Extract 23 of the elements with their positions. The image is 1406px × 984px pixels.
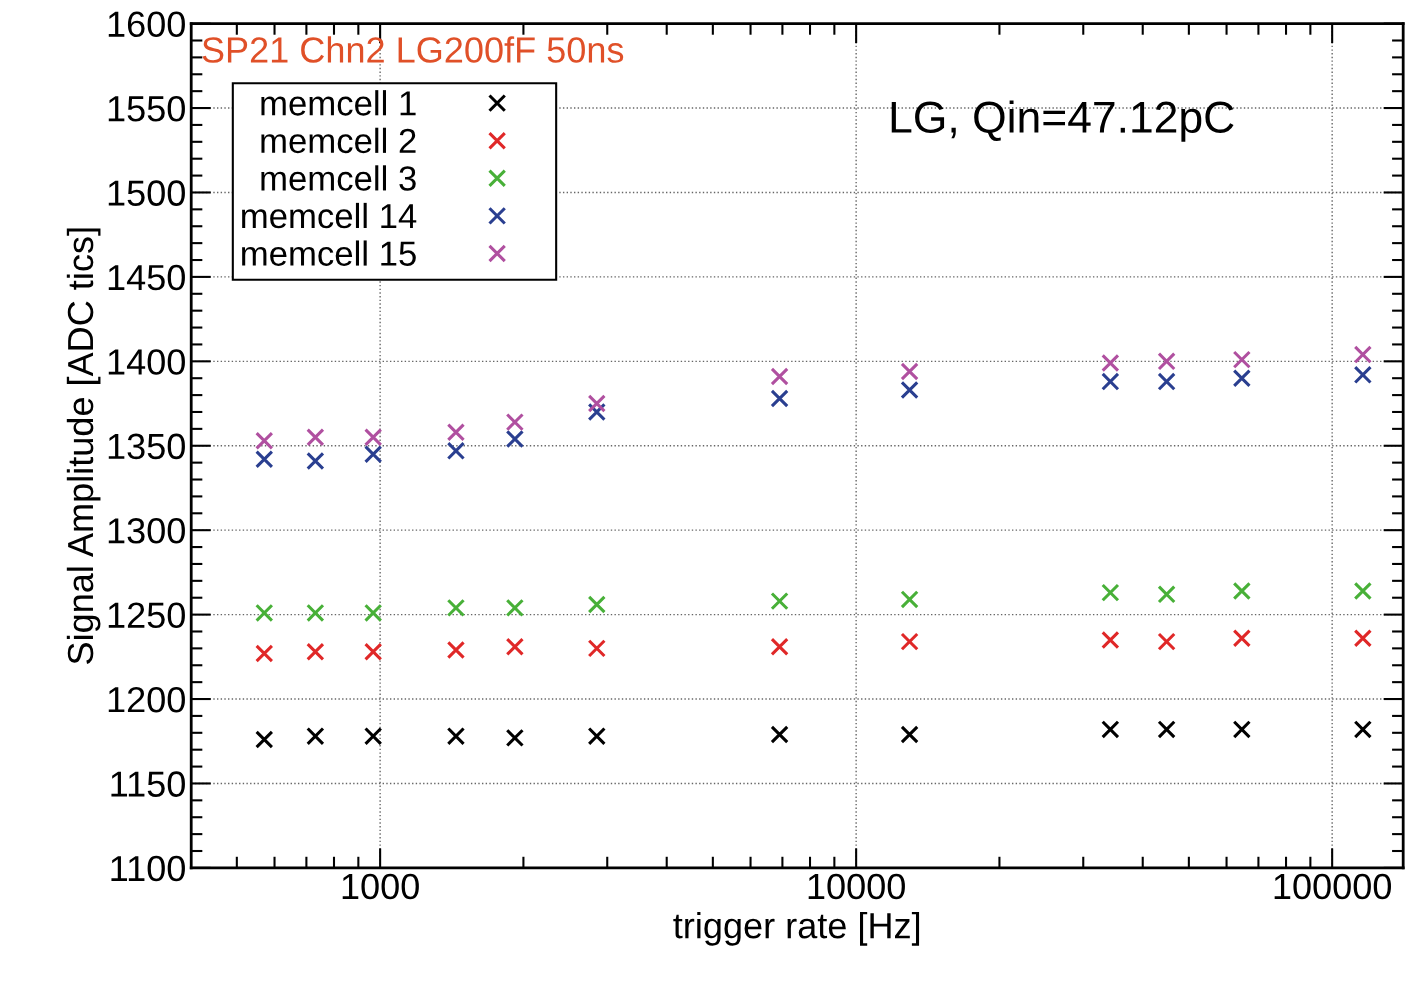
annotation: LG, Qin=47.12pC (891, 100, 1234, 142)
y-tick-label: 1300 (108, 518, 185, 544)
y-tick-label: 1150 (111, 771, 185, 797)
legend-label: memcell 2 (261, 127, 416, 154)
legend-label: memcell 15 (242, 240, 416, 266)
y-tick-label: 1350 (108, 433, 185, 460)
legend-label: memcell 3 (261, 165, 416, 191)
x-tick-label: 100000 (1274, 873, 1391, 900)
x-axis-title: trigger rate [Hz] (673, 911, 920, 946)
x-tick-label: 10000 (808, 873, 905, 900)
chart-title: SP21 Chn2 LG200fF 50ns (202, 36, 624, 63)
legend-label: memcell 1 (261, 90, 416, 116)
y-axis-title: Signal Amplitude [ADC tics] (66, 228, 101, 664)
y-tick-label: 1400 (108, 349, 185, 375)
x-tick-label: 1000 (342, 873, 419, 900)
y-tick-label: 1250 (108, 602, 185, 629)
y-tick-label: 1550 (108, 95, 185, 122)
y-tick-label: 1500 (108, 180, 185, 206)
y-tick-label: 1200 (108, 686, 185, 713)
legend-label: memcell 14 (242, 202, 417, 229)
y-tick-label: 1600 (108, 11, 185, 38)
y-tick-label: 1100 (111, 855, 185, 882)
y-tick-label: 1450 (108, 264, 185, 291)
